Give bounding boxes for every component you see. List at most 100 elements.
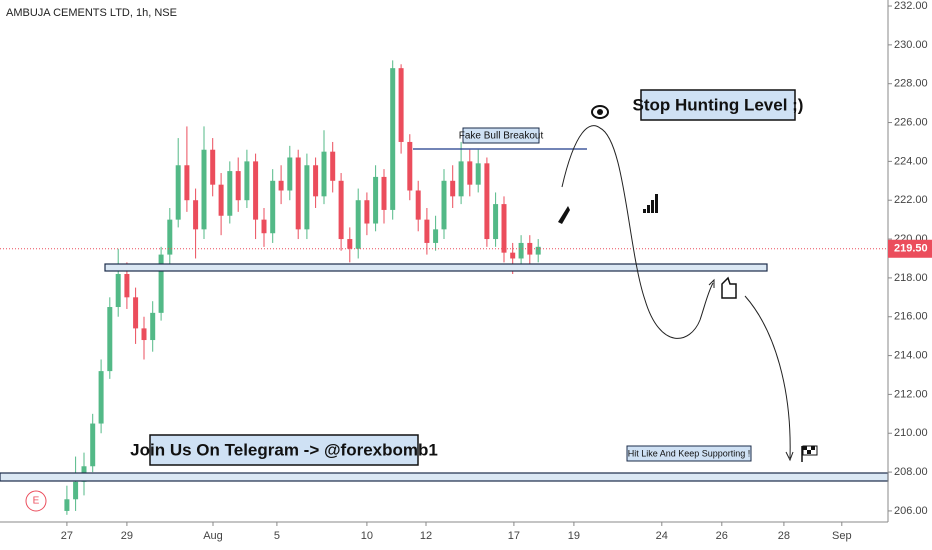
candle-body	[433, 229, 439, 243]
candle-body	[133, 297, 139, 329]
y-tick-label: 208.00	[894, 466, 928, 478]
candle-body	[493, 204, 499, 240]
eye-icon	[591, 105, 609, 119]
like-note: Hit Like And Keep Supporting !	[628, 448, 751, 458]
last-price-label: 219.50	[894, 243, 928, 255]
telegram-note: Join Us On Telegram -> @forexbomb1	[130, 440, 438, 459]
candle-body	[364, 200, 370, 224]
projection-curve	[561, 125, 714, 339]
candle-body	[210, 149, 216, 185]
y-tick-label: 210.00	[894, 427, 928, 439]
candle-body	[175, 165, 181, 220]
note-box	[149, 434, 419, 466]
y-tick-label: 218.00	[894, 272, 928, 284]
event-badge	[25, 490, 47, 512]
candle-body	[218, 184, 224, 216]
candle-body	[73, 481, 79, 500]
candle-body	[253, 161, 259, 220]
flag-icon	[801, 445, 818, 462]
thumbs-up-icon	[721, 276, 737, 299]
note-box	[462, 127, 540, 144]
lower-zone	[0, 472, 889, 482]
y-tick-label: 226.00	[894, 116, 928, 128]
candle-body	[338, 180, 344, 240]
candle-body	[90, 423, 96, 467]
candle-body	[313, 165, 319, 197]
x-tick-label: 12	[420, 530, 432, 542]
candle-body	[467, 161, 473, 185]
candle-body	[64, 499, 70, 511]
candle-body	[98, 371, 104, 424]
note-box	[640, 89, 796, 121]
x-tick-label: 26	[716, 530, 728, 542]
x-tick-label: Aug	[203, 530, 223, 542]
note-box	[626, 445, 752, 462]
y-tick-label: 230.00	[894, 39, 928, 51]
candle-body	[287, 157, 293, 191]
x-tick-label: 27	[61, 530, 73, 542]
breakout-note: Fake Bull Breakout	[459, 131, 544, 142]
candle-body	[381, 176, 387, 210]
candle-body	[158, 254, 164, 313]
candle-body	[261, 219, 267, 234]
candle-body	[450, 180, 456, 197]
candle-body	[184, 165, 190, 201]
candle-body	[347, 239, 353, 249]
candle-body	[458, 161, 464, 197]
candle-body	[535, 246, 541, 255]
candle-body	[124, 274, 130, 298]
candle-body	[270, 180, 276, 234]
event-label: E	[33, 496, 40, 507]
candle-body	[227, 171, 233, 216]
y-tick-label: 232.00	[894, 0, 928, 12]
candle-body	[278, 180, 284, 191]
arrow-head	[785, 451, 794, 462]
y-tick-label: 228.00	[894, 78, 928, 90]
arrow-head	[708, 278, 715, 288]
candle-body	[321, 151, 327, 197]
candle-body	[107, 307, 113, 372]
candle-body	[475, 163, 481, 185]
support-zone	[104, 263, 768, 272]
last-price-box	[888, 239, 932, 258]
y-tick-label: 216.00	[894, 311, 928, 323]
down-curve	[744, 295, 791, 459]
candle-body	[244, 161, 250, 201]
candle-body	[193, 200, 199, 230]
y-tick-label: 222.00	[894, 194, 928, 206]
candle-body	[167, 219, 173, 255]
candle-body	[484, 163, 490, 240]
candle-body	[235, 171, 241, 201]
candle-body	[330, 151, 336, 181]
candle-body	[150, 312, 156, 341]
candle-body	[390, 68, 396, 210]
candle-body	[424, 219, 430, 243]
candle-body	[527, 242, 533, 255]
x-tick-label: 17	[508, 530, 520, 542]
candle-body	[201, 149, 207, 230]
candle-body	[415, 190, 421, 220]
y-tick-label: 214.00	[894, 349, 928, 361]
x-tick-label: 10	[361, 530, 373, 542]
candle-body	[441, 180, 447, 230]
stop-hunt-note: Stop Hunting Level ;)	[633, 95, 804, 114]
chart-title: AMBUJA CEMENTS LTD, 1h, NSE	[6, 7, 177, 19]
candle-body	[518, 242, 524, 259]
x-tick-label: 29	[121, 530, 133, 542]
x-tick-label: Sep	[832, 530, 852, 542]
x-tick-label: 28	[778, 530, 790, 542]
rocket-icon	[558, 206, 570, 224]
x-tick-label: 5	[274, 530, 280, 542]
candle-body	[407, 141, 413, 191]
candle-body	[373, 176, 379, 224]
candle-body	[355, 200, 361, 249]
signal-icon	[643, 194, 658, 213]
candle-body	[141, 328, 147, 341]
x-tick-label: 24	[656, 530, 668, 542]
y-tick-label: 224.00	[894, 155, 928, 167]
y-tick-label: 206.00	[894, 505, 928, 517]
candle-body	[501, 204, 507, 253]
y-tick-label: 212.00	[894, 388, 928, 400]
